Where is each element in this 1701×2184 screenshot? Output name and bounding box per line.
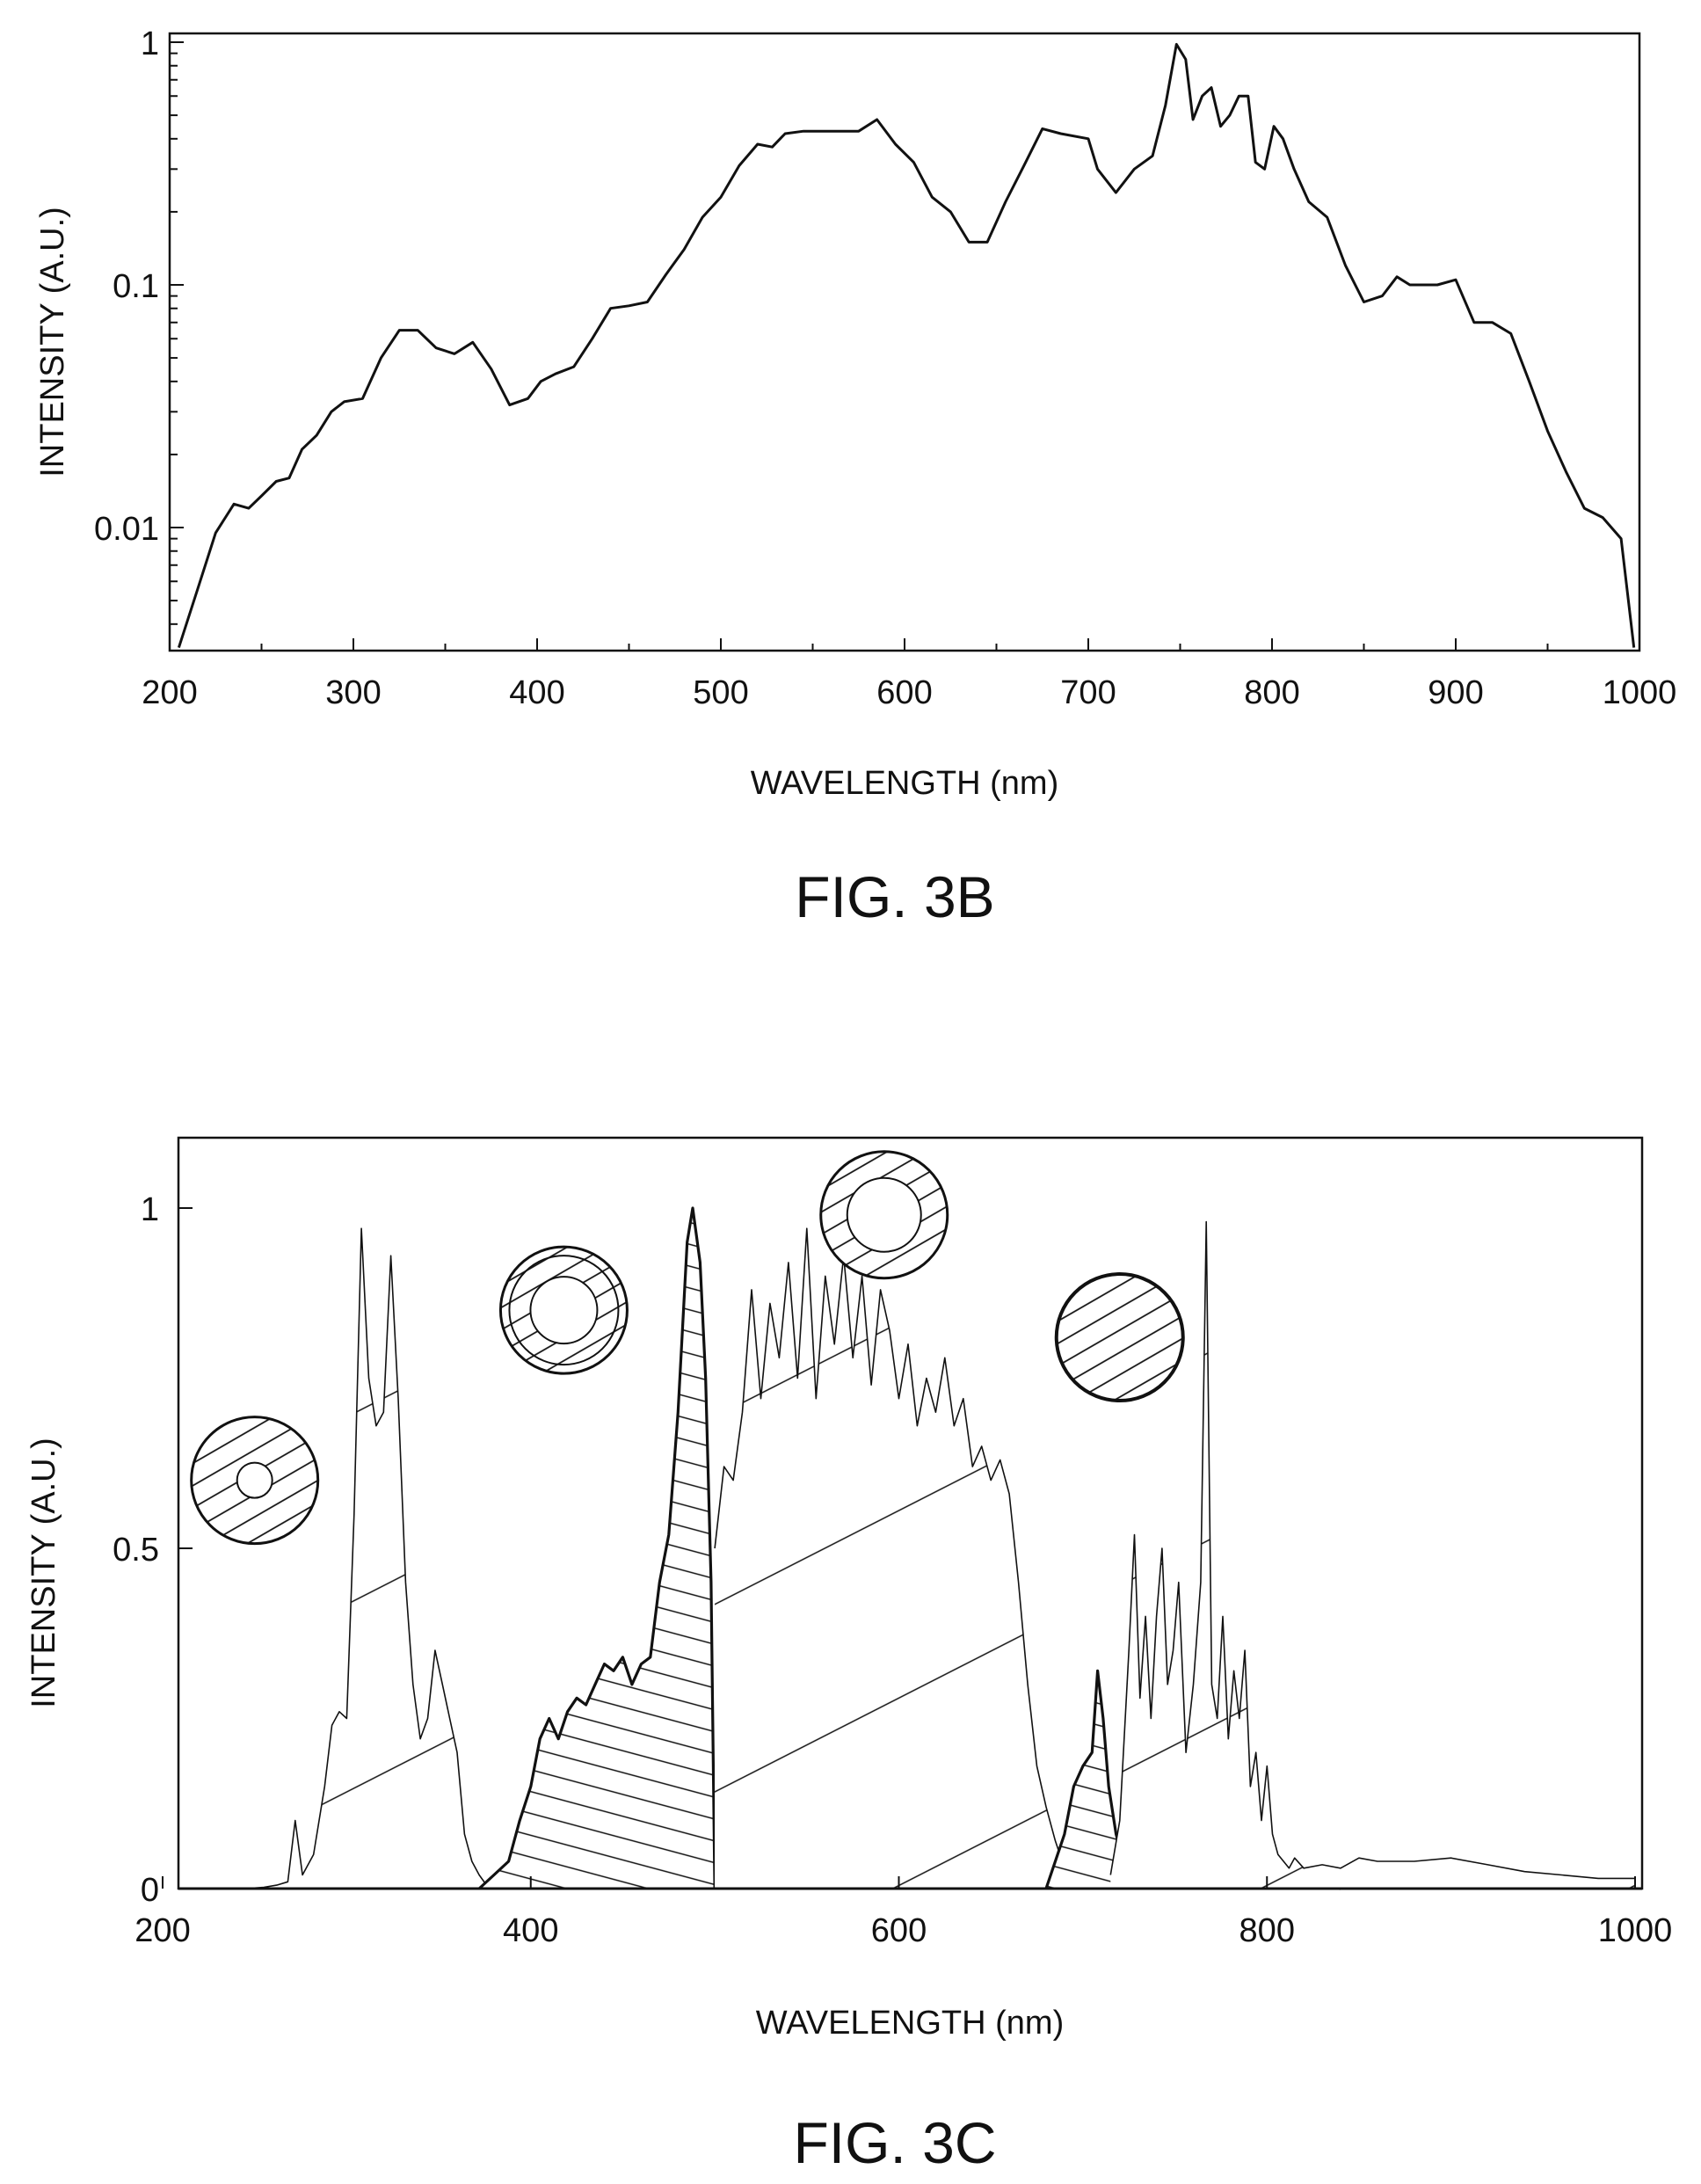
series-2-line	[478, 1206, 716, 1890]
inset-glyphs	[190, 1150, 1185, 1546]
inset-glyph-1	[190, 1416, 320, 1546]
figure-caption: FIG. 3C	[793, 2110, 996, 2175]
series-4-line	[714, 1227, 1075, 1889]
x-tick-label: 800	[1244, 674, 1299, 711]
series-2-area	[479, 1208, 716, 1889]
y-tick-label: 0	[141, 1872, 159, 1909]
figure-caption: FIG. 3B	[795, 864, 994, 929]
x-tick-label: 200	[134, 1912, 190, 1949]
series-1-line	[245, 1227, 495, 1889]
y-axis-label: INTENSITY (A.U.)	[34, 207, 71, 477]
axis-ticks	[169, 41, 1640, 651]
inset-outer-circle	[1054, 1272, 1185, 1403]
x-tick-labels: 200 300 400 500 600 700 800 900 1000	[142, 674, 1676, 711]
inset-core	[846, 1176, 922, 1253]
x-tick-label: 300	[325, 674, 381, 711]
series-group	[245, 1206, 1635, 1890]
x-tick-label: 200	[142, 674, 197, 711]
chart-fig-3b: 200 300 400 500 600 700 800 900 1000 0.01 0.1 1 WA…	[34, 25, 1676, 929]
x-tick-label: 400	[509, 674, 564, 711]
y-tick-label: 1	[141, 1191, 159, 1228]
axis-ticks	[162, 1207, 1642, 1890]
series-4-area	[715, 1228, 1074, 1889]
inset-ring	[508, 1255, 620, 1366]
x-tick-label: 600	[871, 1912, 927, 1949]
inset-glyph-4	[1054, 1272, 1185, 1403]
inset-core	[236, 1461, 273, 1499]
x-axis-label: WAVELENGTH (nm)	[751, 765, 1058, 802]
x-tick-label: 500	[693, 674, 748, 711]
x-tick-label: 1000	[1598, 1912, 1673, 1949]
series-6-area	[1110, 1221, 1635, 1889]
y-axis-label: INTENSITY (A.U.)	[25, 1438, 62, 1708]
y-tick-label: 1	[141, 25, 159, 62]
inset-glyph-2	[498, 1245, 629, 1375]
x-tick-label: 400	[503, 1912, 558, 1949]
x-tick-label: 800	[1239, 1912, 1295, 1949]
series-5-area	[1046, 1671, 1341, 1889]
series-6-line	[1109, 1220, 1635, 1880]
x-tick-label: 1000	[1603, 674, 1677, 711]
series-spectrum	[177, 42, 1636, 649]
y-tick-labels: 0.01 0.1 1	[94, 25, 159, 548]
series-1-area	[245, 1228, 494, 1889]
spectrum-line	[177, 42, 1636, 649]
x-axis-label: WAVELENGTH (nm)	[756, 2005, 1064, 2042]
inset-core	[529, 1276, 599, 1345]
y-tick-label: 0.1	[113, 268, 159, 305]
x-tick-labels: 200 400 600 800 1000	[134, 1912, 1672, 1949]
y-tick-label: 0.5	[113, 1532, 159, 1569]
x-tick-label: 700	[1060, 674, 1116, 711]
y-tick-label: 0.01	[94, 511, 159, 548]
x-tick-label: 600	[876, 674, 932, 711]
chart-fig-3c: 200 400 600 800 1000 00.51 WAVELENGTH (nm) I…	[25, 1136, 1672, 2175]
y-tick-labels: 00.51	[113, 1191, 159, 1909]
inset-glyph-3	[819, 1150, 949, 1280]
x-tick-label: 900	[1428, 674, 1483, 711]
